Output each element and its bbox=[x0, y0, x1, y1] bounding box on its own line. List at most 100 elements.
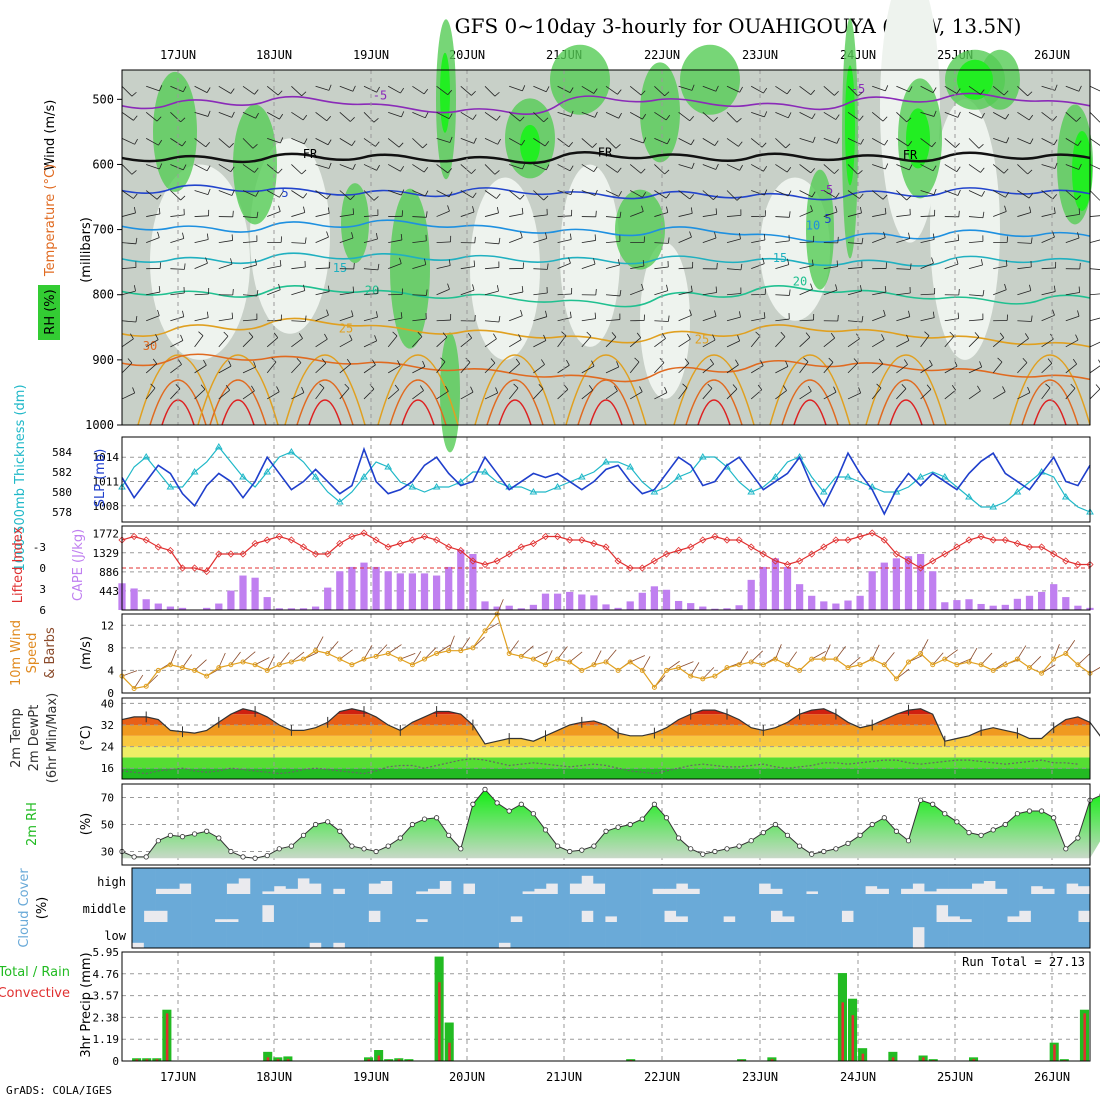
wind-barb bbox=[242, 264, 257, 270]
wind-barb bbox=[605, 164, 618, 173]
cape-bar bbox=[965, 599, 973, 610]
wind-barb bbox=[145, 112, 158, 122]
wind-barb-flag bbox=[736, 118, 742, 123]
rh-tick-label: 70 bbox=[101, 792, 114, 805]
wind-barb bbox=[992, 337, 1005, 348]
cloud-cell-high bbox=[569, 868, 582, 884]
wind-barb bbox=[968, 85, 981, 95]
cape-bar bbox=[239, 575, 247, 610]
rh-point bbox=[216, 835, 222, 841]
wind-barb bbox=[847, 242, 862, 245]
wind-barb bbox=[920, 293, 935, 296]
wind-barb bbox=[1041, 387, 1051, 400]
cloud-cell-low bbox=[983, 922, 996, 948]
wind-barb bbox=[581, 240, 596, 244]
wind-barb-flag bbox=[132, 387, 136, 394]
wind-barb-flag bbox=[419, 385, 424, 391]
wind-barb bbox=[121, 320, 136, 323]
wind-barb bbox=[847, 362, 859, 374]
wind-barb-flag bbox=[252, 144, 258, 149]
date-label-top: 20JUN bbox=[449, 48, 485, 62]
rh-point bbox=[639, 816, 645, 822]
thickness-point bbox=[940, 473, 949, 480]
wind-barb bbox=[847, 212, 862, 217]
wind-barb-flag bbox=[180, 117, 186, 123]
cloud-cell-low bbox=[794, 922, 807, 948]
wind-barb bbox=[1017, 645, 1027, 660]
wind-barb-flag bbox=[876, 383, 882, 389]
wind-barb bbox=[726, 238, 741, 244]
wind-barb-flag bbox=[183, 263, 186, 270]
wind-barb-flag bbox=[929, 359, 933, 366]
wind-barb bbox=[605, 319, 620, 322]
wind-barb bbox=[654, 164, 665, 175]
wind-tick-label: 4 bbox=[107, 664, 114, 677]
rh-point bbox=[917, 797, 924, 803]
rh-point bbox=[288, 843, 294, 849]
thickness-point bbox=[456, 478, 465, 485]
cape-bar bbox=[445, 566, 453, 610]
wind-barb-flag bbox=[561, 331, 567, 336]
thickness-point bbox=[1013, 488, 1022, 495]
wind-barb-flag bbox=[570, 188, 574, 195]
wind-barb bbox=[436, 361, 446, 374]
cloud-cell-high bbox=[368, 868, 381, 884]
wind-barb-flag bbox=[175, 384, 181, 389]
wind-barb bbox=[484, 392, 498, 400]
contour-label: -5 bbox=[373, 88, 387, 102]
wind-barb-flag bbox=[810, 168, 816, 174]
lifted-index-point bbox=[711, 532, 719, 541]
isotherm-35 bbox=[221, 399, 255, 426]
isotherm-35 bbox=[589, 399, 623, 426]
wind-barb bbox=[363, 340, 377, 348]
lifted-index-point bbox=[360, 529, 368, 537]
wind-barb bbox=[654, 266, 669, 270]
wind-barb bbox=[266, 391, 280, 400]
wind-barb-flag bbox=[931, 142, 937, 148]
wind-barb-flag bbox=[835, 284, 838, 291]
wind-barb bbox=[266, 361, 277, 374]
temp-tick-label: 16 bbox=[101, 762, 114, 775]
wind-barb bbox=[799, 336, 811, 348]
thickness-axis-label: 1000-500mb Thickness (dm) bbox=[13, 384, 28, 571]
cloud-cell-low bbox=[273, 922, 287, 948]
wind-barb-flag bbox=[1078, 85, 1082, 92]
wind-barb-flag bbox=[664, 386, 668, 393]
wind-barb-flag bbox=[667, 237, 670, 244]
wind-barb bbox=[1041, 338, 1054, 348]
wind-barb bbox=[436, 85, 449, 96]
wind-barb bbox=[1041, 291, 1056, 296]
wind-barb bbox=[194, 317, 209, 322]
wind-barb bbox=[1089, 341, 1100, 348]
wind-barb bbox=[460, 111, 474, 120]
cloud-cell-middle bbox=[463, 894, 476, 922]
cloud-cell-middle bbox=[959, 894, 973, 920]
wind-barb bbox=[993, 138, 1007, 144]
wind-barb-flag bbox=[955, 143, 960, 148]
wind-barb bbox=[992, 164, 1005, 174]
thickness-point bbox=[408, 483, 417, 490]
cloud-cell-high bbox=[782, 868, 795, 894]
wind-barb bbox=[509, 315, 523, 322]
wind-barb-flag bbox=[634, 357, 640, 363]
wind-barb bbox=[630, 190, 643, 198]
wind-barb bbox=[194, 111, 209, 117]
wind-barb-flag bbox=[1003, 90, 1009, 96]
wind-barb bbox=[557, 389, 569, 400]
wind-barb-flag bbox=[689, 115, 695, 122]
cloud-cell-middle bbox=[427, 894, 440, 922]
wind-barb-flag bbox=[319, 383, 325, 389]
wind-barb-flag bbox=[229, 143, 234, 148]
isotherm-35 bbox=[401, 399, 435, 426]
wind-barb bbox=[121, 190, 134, 199]
wind-barb bbox=[702, 112, 714, 122]
wind-barb-flag bbox=[957, 189, 961, 196]
wind-barb bbox=[678, 291, 693, 296]
cloud-cell-low bbox=[463, 922, 476, 948]
cape-bar bbox=[626, 601, 634, 610]
cape-bar bbox=[553, 593, 562, 610]
wind-barb bbox=[787, 651, 798, 666]
cloud-cell-high bbox=[817, 868, 831, 894]
rh-low-region bbox=[640, 242, 690, 399]
wind-barb-flag bbox=[859, 285, 862, 292]
